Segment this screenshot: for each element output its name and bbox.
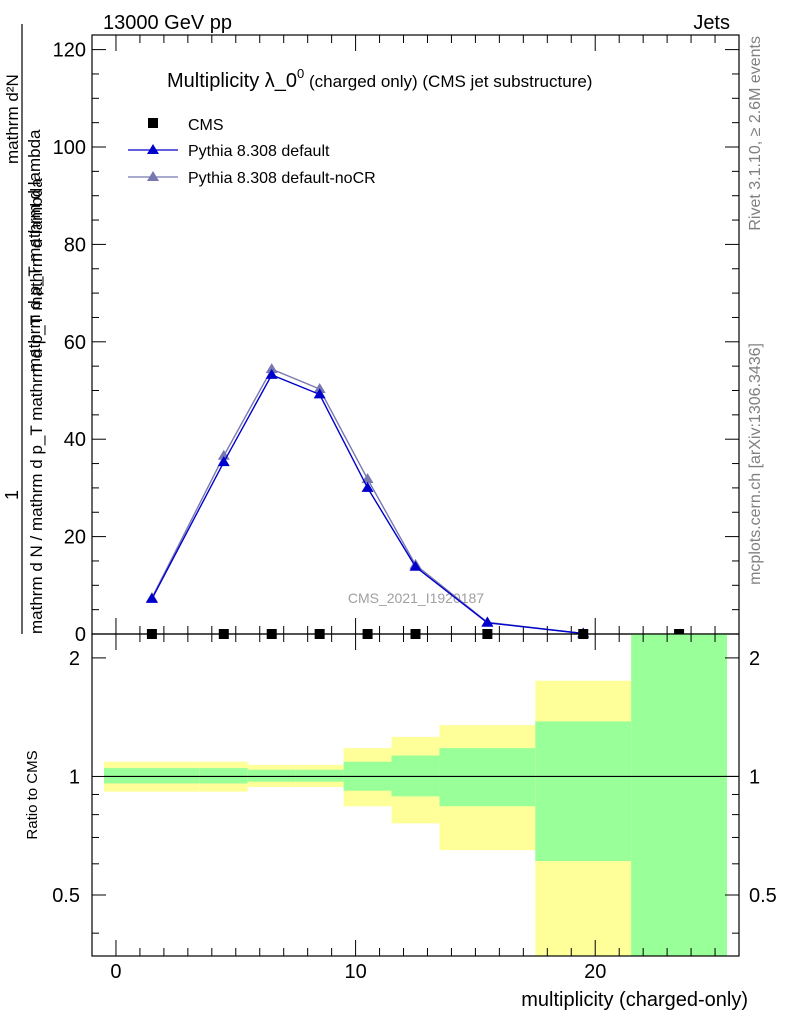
series-marker bbox=[409, 560, 422, 571]
chart-title-main: Multiplicity λ_0 bbox=[167, 70, 297, 92]
uncertainty-band-inner bbox=[103, 768, 200, 784]
y-tick-label: 80 bbox=[64, 234, 86, 256]
chart-title: Multiplicity λ_00 (charged only) (CMS je… bbox=[167, 66, 592, 92]
mcplots-label: mcplots.cern.ch [arXiv:1306.3436] bbox=[747, 343, 764, 585]
series-marker bbox=[265, 368, 278, 379]
series-marker bbox=[217, 456, 230, 467]
main-axis-ticks bbox=[92, 35, 739, 635]
rivet-label: Rivet 3.1.10, ≥ 2.6M events bbox=[747, 36, 764, 231]
ratio-bands-layer bbox=[103, 634, 728, 956]
ratio-y-tick-label-right: 1 bbox=[749, 766, 760, 788]
y-tick-label: 60 bbox=[64, 332, 86, 354]
x-tick-label: 0 bbox=[110, 961, 121, 983]
y-tick-label: 40 bbox=[64, 429, 86, 451]
legend-marker-cms bbox=[148, 118, 158, 128]
uncertainty-band-inner bbox=[295, 769, 344, 782]
ratio-y-tick-label-left: 0.5 bbox=[52, 885, 80, 907]
x-tick-label: 20 bbox=[584, 961, 606, 983]
uncertainty-band-inner bbox=[199, 768, 248, 784]
chart-title-suffix: (charged only) (CMS jet substructure) bbox=[304, 72, 592, 91]
legend-label-default: Pythia 8.308 default bbox=[188, 143, 330, 160]
ratio-frame bbox=[91, 633, 740, 957]
chart-title-superscript: 0 bbox=[297, 66, 304, 81]
ratio-y-tick-label-left: 2 bbox=[69, 648, 80, 670]
ratio-y-axis-title: Ratio to CMS bbox=[24, 750, 41, 839]
series-marker bbox=[265, 363, 278, 374]
main-y-tick-labels: 0 20 40 60 80 100 120 bbox=[53, 40, 86, 646]
ratio-axis-ticks bbox=[92, 634, 739, 956]
uncertainty-band-inner bbox=[247, 769, 296, 782]
legend-label-nocr: Pythia 8.308 default-noCR bbox=[188, 170, 376, 187]
series-marker bbox=[313, 388, 326, 399]
legend-label-cms: CMS bbox=[188, 117, 224, 134]
ratio-y-tick-label-right: 0.5 bbox=[749, 885, 777, 907]
y-tick-label: 20 bbox=[64, 527, 86, 549]
x-axis-title: multiplicity (charged-only) bbox=[521, 989, 748, 1011]
series-marker bbox=[481, 616, 494, 627]
main-y-axis-title: mathrm d N / mathrm d p_T mathrm d p_T m… bbox=[2, 24, 46, 634]
energy-label: 13000 GeV pp bbox=[103, 12, 232, 34]
y-title-numerator: mathrm d²N bbox=[3, 74, 22, 164]
series-marker bbox=[361, 481, 374, 492]
y-title-one: 1 bbox=[2, 490, 22, 500]
series-line bbox=[151, 374, 584, 635]
legend-marker-nocr bbox=[147, 171, 159, 181]
series-marker bbox=[145, 592, 158, 603]
y-title-denominator: mathrm d p_T mathrm d lambda bbox=[25, 129, 44, 372]
ratio-y-tick-label-left: 1 bbox=[69, 766, 80, 788]
legend: CMS Pythia 8.308 default Pythia 8.308 de… bbox=[128, 117, 376, 187]
main-panel: 0 20 40 60 80 100 120 mathrm d N / mathrm d p_… bbox=[2, 24, 740, 646]
y-tick-label: 0 bbox=[75, 624, 86, 646]
uncertainty-band-inner bbox=[535, 721, 632, 861]
uncertainty-band-inner bbox=[439, 748, 536, 807]
process-label: Jets bbox=[693, 12, 730, 34]
x-tick-label: 10 bbox=[344, 961, 366, 983]
y-title-bottom: mathrm d N / mathrm d p_T mathrm d p_T m… bbox=[27, 178, 46, 634]
ratio-y-tick-label-right: 2 bbox=[749, 648, 760, 670]
ratio-panel: 0.5 0.51 12 20 10 20 Ratio to CMS multiplicit… bbox=[24, 633, 777, 1011]
y-tick-label: 120 bbox=[53, 40, 86, 62]
series-marker bbox=[313, 383, 326, 394]
legend-marker-default bbox=[147, 144, 159, 154]
ratio-tick-labels: 0.5 0.51 12 20 10 20 bbox=[52, 648, 777, 983]
y-tick-label: 100 bbox=[53, 137, 86, 159]
uncertainty-band-inner bbox=[631, 634, 728, 956]
